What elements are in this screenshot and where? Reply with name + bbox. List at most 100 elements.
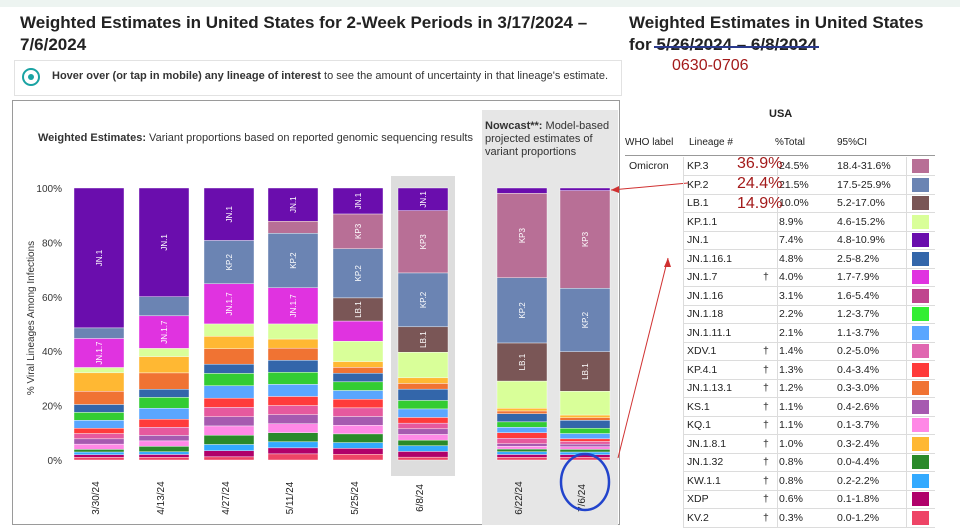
bar-segment-kp-4-1[interactable] (138, 419, 190, 428)
bar-segment-kv-2[interactable] (332, 454, 384, 461)
bar-segment-xdv-1[interactable] (267, 338, 319, 349)
bar-segment-kw-1-1[interactable] (203, 444, 255, 451)
bar-segment-jn-1-8-1[interactable] (203, 435, 255, 445)
bar-segment-kq-1[interactable] (332, 425, 384, 435)
bar-segment-kv-2[interactable] (73, 457, 125, 461)
bar-segment-kp-3[interactable] (267, 221, 319, 234)
bar-segment-jn-1-16[interactable] (332, 367, 384, 374)
bar-segment-xdv-1[interactable] (496, 408, 548, 412)
bar-segment-kq-1[interactable] (559, 446, 611, 450)
table-row[interactable]: KV.2 † 0.3% 0.0-1.2% (625, 509, 960, 528)
bar-segment-kp-2[interactable] (559, 288, 611, 352)
bar-segment-jn-1[interactable] (73, 187, 125, 329)
bar-segment-kw-1-1[interactable] (138, 451, 190, 455)
bar-segment-kp-1-1[interactable] (267, 323, 319, 340)
bar-segment-jn-1-11-1[interactable] (267, 384, 319, 397)
bar-segment-jn-1-16-1[interactable] (332, 372, 384, 383)
bar-segment-jn-1-16[interactable] (138, 372, 190, 390)
bar-segment-jn-1[interactable] (267, 187, 319, 222)
bar-segment-kp-2[interactable] (73, 327, 125, 339)
bar-segment-jn-1-18[interactable] (559, 428, 611, 434)
bar-segment-jn-1-16-1[interactable] (73, 404, 125, 413)
bar-segment-jn-1-16-1[interactable] (138, 389, 190, 398)
bar-segment-xdp[interactable] (267, 447, 319, 455)
table-row[interactable]: JN.1.13.1 † 1.2% 0.3-3.0% (625, 379, 960, 398)
bar-segment-kw-1-1[interactable] (332, 442, 384, 449)
bar-segment-jn-1-7[interactable] (332, 320, 384, 342)
bar-segment-kq-1[interactable] (138, 440, 190, 447)
bar-segment-jn-1-8-1[interactable] (267, 432, 319, 443)
table-row[interactable]: KP.2 21.5% 17.5-25.9% (625, 176, 960, 195)
bar-segment-kp-3[interactable] (397, 210, 449, 274)
bar-segment-jn-1-16-1[interactable] (496, 413, 548, 423)
bar-segment-xdp[interactable] (496, 454, 548, 458)
bar-segment-jn-1-8-1[interactable] (138, 446, 190, 453)
bar-segment-xdv-1[interactable] (138, 356, 190, 374)
bar-segment-jn-1-8-1[interactable] (73, 449, 125, 453)
bar-segment-xdp[interactable] (397, 451, 449, 458)
bar-segment-xdp[interactable] (332, 448, 384, 455)
bar-segment-jn-1-13-1[interactable] (332, 407, 384, 417)
bar-segment-kp-1-1[interactable] (203, 323, 255, 337)
bar-segment-jn-1-18[interactable] (397, 400, 449, 410)
table-row[interactable]: KQ.1 † 1.1% 0.1-3.7% (625, 416, 960, 435)
bar-segment-kq-1[interactable] (73, 443, 125, 450)
bar-segment-xdv-1[interactable] (203, 336, 255, 349)
bar-segment-xdp[interactable] (73, 454, 125, 458)
bar-segment-jn-1-8-1[interactable] (559, 449, 611, 453)
bar-segment-kv-2[interactable] (397, 456, 449, 461)
table-row[interactable]: KP.1.1 8.9% 4.6-15.2% (625, 213, 960, 232)
bar-segment-kv-2[interactable] (267, 453, 319, 461)
bar-segment-ks-1[interactable] (138, 435, 190, 442)
bar-segment-kp-4-1[interactable] (267, 396, 319, 406)
bar-segment-jn-1-18[interactable] (496, 421, 548, 428)
table-row[interactable]: JN.1.32 † 0.8% 0.0-4.4% (625, 453, 960, 472)
bar-segment-jn-1[interactable] (138, 187, 190, 298)
bar-segment-jn-1-18[interactable] (332, 381, 384, 391)
bar-segment-ks-1[interactable] (203, 416, 255, 427)
bar-segment-xdv-1[interactable] (559, 414, 611, 418)
bar-segment-lb-1[interactable] (559, 351, 611, 392)
bar-segment-kp-1-1[interactable] (73, 367, 125, 374)
bar-segment-kp-1-1[interactable] (138, 348, 190, 357)
table-row[interactable]: JN.1.16 3.1% 1.6-5.4% (625, 287, 960, 306)
bar-segment-kv-2[interactable] (496, 457, 548, 461)
bar-segment-kv-2[interactable] (203, 456, 255, 461)
bar-segment-kp-2[interactable] (332, 248, 384, 299)
bar-segment-jn-1[interactable] (496, 187, 548, 194)
table-row[interactable]: JN.1.11.1 2.1% 1.1-3.7% (625, 324, 960, 343)
bar-segment-kp-4-1[interactable] (559, 438, 611, 442)
bar-segment-xdp[interactable] (203, 450, 255, 458)
bar-segment-kp-1-1[interactable] (397, 352, 449, 379)
bar-segment-xdv-1[interactable] (332, 361, 384, 368)
table-row[interactable]: XDV.1 † 1.4% 0.2-5.0% (625, 342, 960, 361)
bar-segment-jn-1-11-1[interactable] (203, 385, 255, 399)
bar-segment-jn-1-13-1[interactable] (559, 441, 611, 445)
table-row[interactable]: JN.1.8.1 † 1.0% 0.3-2.4% (625, 435, 960, 454)
bar-segment-kv-2[interactable] (559, 457, 611, 461)
bar-segment-kp-4-1[interactable] (397, 417, 449, 424)
table-row[interactable]: KP.4.1 † 1.3% 0.4-3.4% (625, 361, 960, 380)
bar-segment-lb-1[interactable] (496, 342, 548, 382)
bar-segment-jn-1-13-1[interactable] (203, 407, 255, 417)
table-row[interactable]: Omicron KP.3 24.5% 18.4-31.6% (625, 157, 960, 176)
bar-segment-kw-1-1[interactable] (496, 451, 548, 455)
bar-segment-jn-1-13-1[interactable] (138, 427, 190, 436)
bar-segment-xdp[interactable] (138, 454, 190, 458)
bar-segment-kp-1-1[interactable] (559, 391, 611, 416)
table-row[interactable]: LB.1 10.0% 5.2-17.0% (625, 194, 960, 213)
bar-segment-jn-1-16-1[interactable] (267, 360, 319, 373)
bar-segment-jn-1-16-1[interactable] (203, 363, 255, 374)
bar-segment-kw-1-1[interactable] (397, 445, 449, 452)
bar-segment-jn-1-16[interactable] (267, 347, 319, 361)
bar-segment-jn-1-18[interactable] (138, 397, 190, 409)
table-row[interactable]: JN.1 7.4% 4.8-10.9% (625, 231, 960, 250)
bar-segment-kq-1[interactable] (397, 434, 449, 441)
table-row[interactable]: KW.1.1 † 0.8% 0.2-2.2% (625, 472, 960, 491)
bar-segment-kp-2[interactable] (203, 240, 255, 285)
bar-segment-jn-1-7[interactable] (267, 287, 319, 325)
table-row[interactable]: JN.1.7 † 4.0% 1.7-7.9% (625, 268, 960, 287)
bar-segment-lb-1[interactable] (397, 326, 449, 353)
bar-segment-kp-3[interactable] (332, 213, 384, 249)
bar-segment-jn-1-7[interactable] (73, 338, 125, 368)
